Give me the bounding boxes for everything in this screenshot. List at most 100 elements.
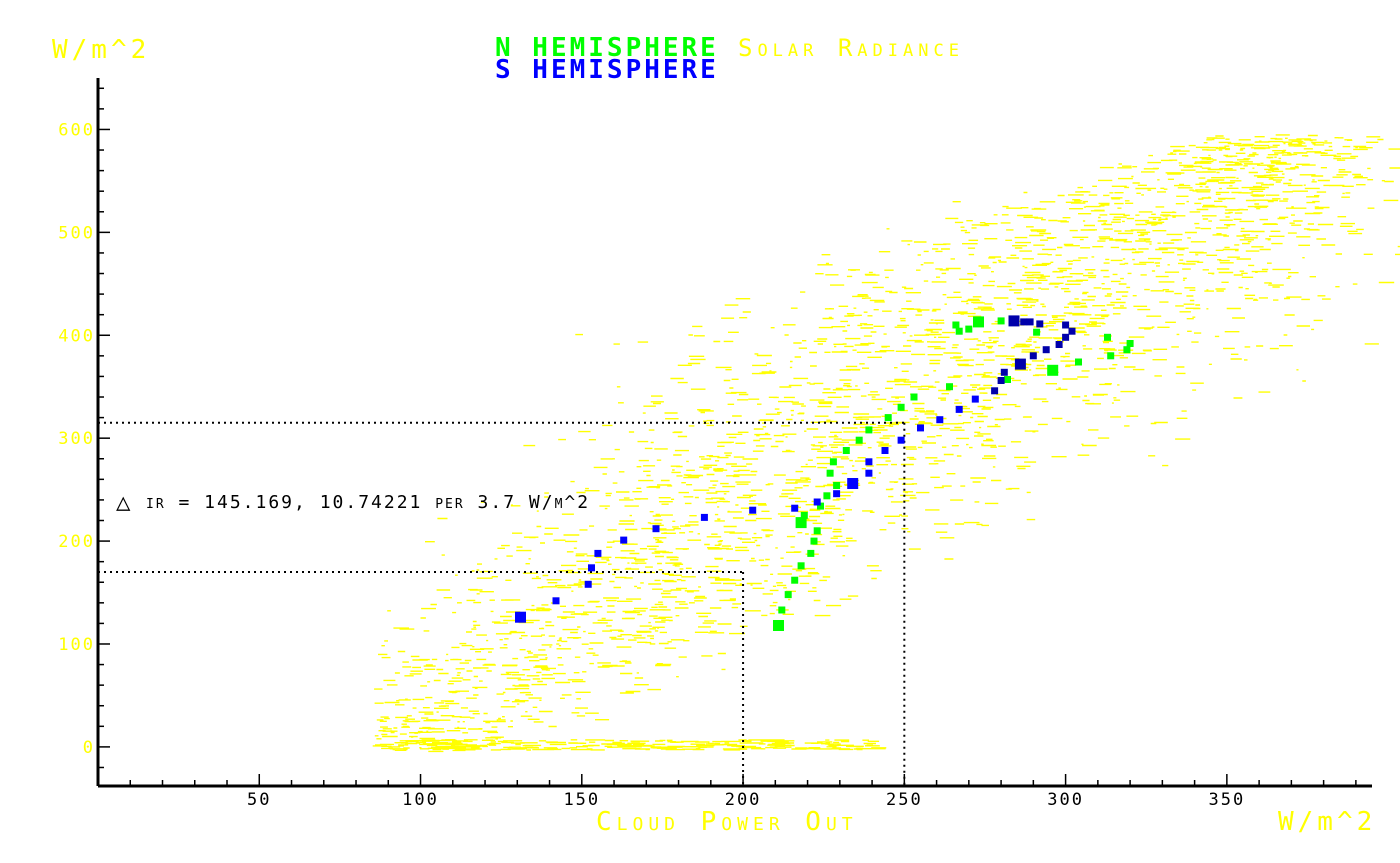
- n-hemisphere-point: [965, 325, 973, 333]
- s-hemisphere-point: [917, 424, 924, 432]
- x-tick-label: 200: [725, 790, 762, 810]
- n-hemisphere-point: [865, 426, 873, 434]
- n-hemisphere-point: [1047, 364, 1059, 376]
- n-hemisphere-point: [829, 458, 837, 466]
- reference-lines: [98, 421, 906, 786]
- s-hemisphere-point: [1008, 315, 1020, 327]
- n-hemisphere-point: [791, 576, 799, 584]
- x-axis-title: Cloud Power Out: [596, 807, 858, 837]
- y-tick-label: 300: [58, 429, 95, 449]
- s-hemisphere-point: [865, 469, 873, 477]
- s-hemisphere-point: [552, 597, 560, 605]
- y-tick-label: 100: [58, 635, 95, 655]
- s-hemisphere-point: [1062, 333, 1070, 341]
- s-hemisphere-point: [955, 405, 963, 413]
- s-hemisphere-point: [997, 377, 1005, 384]
- s-hemisphere-point: [1062, 321, 1070, 329]
- series-s-hemisphere: [515, 315, 1076, 623]
- n-hemisphere-point: [826, 469, 834, 477]
- x-unit-label: W/m^2: [1278, 807, 1376, 837]
- n-hemisphere-point: [833, 482, 841, 489]
- s-hemisphere-point: [1014, 358, 1026, 370]
- n-hemisphere-point: [855, 436, 863, 444]
- s-hemisphere-point: [515, 611, 526, 623]
- n-hemisphere-point: [1104, 333, 1111, 341]
- n-hemisphere-point: [813, 527, 821, 535]
- y-tick-label: 500: [58, 223, 95, 243]
- s-hemisphere-point: [652, 525, 660, 533]
- n-hemisphere-point: [842, 447, 850, 454]
- s-hemisphere-point: [936, 416, 944, 424]
- x-tick-label: 50: [247, 790, 271, 810]
- s-hemisphere-point: [700, 513, 708, 521]
- n-hemisphere-point: [910, 393, 918, 401]
- y-tick-label: 0: [83, 738, 95, 758]
- s-hemisphere-point: [1042, 346, 1050, 354]
- n-hemisphere-point: [952, 321, 960, 329]
- x-tick-label: 250: [886, 790, 923, 810]
- delta-icon: △: [116, 488, 131, 516]
- y-tick-label: 600: [58, 120, 95, 140]
- x-tick-label: 300: [1047, 790, 1084, 810]
- n-hemisphere-point: [1004, 376, 1011, 383]
- solar-radiance-cloud: [372, 134, 1400, 753]
- n-hemisphere-point: [1107, 352, 1115, 360]
- n-hemisphere-point: [817, 502, 824, 510]
- s-hemisphere-point: [865, 458, 873, 466]
- legend-solar-radiance: Solar Radiance: [738, 34, 964, 62]
- n-hemisphere-point: [1075, 358, 1082, 366]
- solar-radiance-samples: [372, 134, 1400, 753]
- n-hemisphere-point: [1126, 340, 1134, 347]
- s-hemisphere-point: [620, 536, 628, 544]
- y-tick-label: 200: [58, 532, 95, 552]
- n-hemisphere-point: [897, 403, 905, 411]
- n-hemisphere-point: [807, 549, 815, 557]
- n-hemisphere-point: [800, 511, 808, 519]
- n-hemisphere-point: [1123, 346, 1131, 354]
- s-hemisphere-point: [1055, 341, 1063, 348]
- x-tick-label: 350: [1209, 790, 1246, 810]
- n-hemisphere-point: [973, 316, 984, 328]
- n-hemisphere-point: [1033, 328, 1041, 336]
- s-hemisphere-point: [791, 504, 799, 512]
- n-hemisphere-point: [795, 517, 807, 529]
- x-tick-label: 150: [563, 790, 600, 810]
- s-hemisphere-point: [1026, 318, 1034, 326]
- y-tick-label: 400: [58, 326, 95, 346]
- annotation-text: ir = 145.169, 10.74221 per 3.7 W/m^2: [146, 492, 590, 513]
- n-hemisphere-point: [946, 383, 953, 391]
- s-hemisphere-point: [833, 490, 841, 498]
- s-hemisphere-point: [1029, 352, 1037, 360]
- axis-ticks: 50 100 150 200 250 300 350 0 100 200 300 400 500 600: [58, 87, 1357, 810]
- s-hemisphere-point: [584, 580, 592, 588]
- s-hemisphere-point: [881, 447, 889, 454]
- n-hemisphere-point: [797, 562, 805, 570]
- n-hemisphere-point: [773, 620, 784, 631]
- s-hemisphere-point: [594, 549, 602, 557]
- legend-n-hemisphere: N HEMISPHERE: [495, 33, 719, 63]
- legend-s-hemisphere: S HEMISPHERE: [495, 55, 719, 85]
- s-hemisphere-point: [971, 395, 979, 403]
- s-hemisphere-point: [991, 387, 999, 395]
- s-hemisphere-point: [1020, 318, 1028, 326]
- s-hemisphere-point: [1068, 327, 1076, 335]
- n-hemisphere-point: [997, 317, 1005, 325]
- n-hemisphere-point: [884, 414, 892, 422]
- n-hemisphere-point: [955, 327, 963, 335]
- s-hemisphere-point: [1036, 320, 1044, 328]
- s-hemisphere-point: [897, 436, 905, 444]
- s-hemisphere-point: [1000, 368, 1008, 376]
- s-hemisphere-point: [588, 564, 595, 572]
- y-unit-label: W/m^2: [52, 35, 150, 65]
- n-hemisphere-point: [778, 606, 786, 614]
- s-hemisphere-point: [847, 478, 859, 489]
- n-hemisphere-point: [784, 591, 792, 599]
- x-tick-label: 100: [402, 790, 439, 810]
- n-hemisphere-point: [823, 492, 831, 500]
- axes: [96, 78, 1372, 788]
- s-hemisphere-point: [749, 506, 757, 514]
- s-hemisphere-point: [813, 498, 821, 506]
- series-n-hemisphere: [773, 316, 1134, 631]
